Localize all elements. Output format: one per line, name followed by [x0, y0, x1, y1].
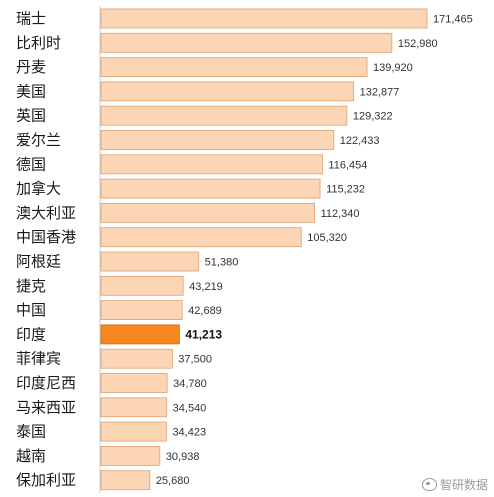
- bar: [100, 154, 323, 175]
- category-label: 丹麦: [16, 58, 46, 76]
- value-label: 42,689: [188, 305, 222, 317]
- category-label: 澳大利亚: [16, 204, 76, 222]
- category-label: 菲律宾: [16, 350, 61, 368]
- value-label: 25,680: [156, 475, 190, 487]
- bar: [100, 130, 335, 150]
- category-label: 中国: [16, 301, 46, 319]
- watermark: 智研数据: [421, 476, 488, 493]
- value-label: 129,322: [353, 111, 393, 123]
- value-label: 112,340: [321, 208, 360, 220]
- bar: [100, 8, 428, 29]
- value-label: 41,213: [185, 327, 222, 341]
- value-label: 34,423: [172, 427, 206, 439]
- value-label: 132,877: [360, 86, 400, 98]
- category-label: 美国: [16, 82, 46, 100]
- bar: [100, 178, 321, 199]
- value-label: 30,938: [166, 451, 200, 463]
- bar: [100, 348, 173, 369]
- category-label: 印度: [16, 325, 46, 343]
- value-label: 115,232: [326, 184, 365, 196]
- category-label: 中国香港: [16, 228, 76, 246]
- bar: [100, 57, 368, 77]
- bar: [100, 445, 161, 466]
- bar: [100, 202, 315, 223]
- value-label: 152,980: [398, 38, 438, 50]
- bar: [100, 105, 348, 126]
- value-label: 34,780: [173, 378, 207, 390]
- bar: [100, 227, 302, 248]
- value-label: 171,465: [433, 14, 473, 26]
- value-label: 116,454: [328, 159, 367, 171]
- value-label: 51,380: [205, 257, 239, 269]
- category-label: 阿根廷: [16, 253, 61, 271]
- bar: [100, 275, 184, 296]
- value-label: 43,219: [189, 281, 223, 293]
- category-label: 越南: [16, 447, 46, 465]
- category-label: 加拿大: [16, 180, 61, 198]
- watermark-text: 智研数据: [439, 478, 488, 492]
- bar: [100, 470, 151, 491]
- bar-highlight: [100, 324, 180, 345]
- bar: [100, 397, 168, 418]
- category-label: 爱尔兰: [16, 131, 61, 149]
- bar: [100, 32, 393, 53]
- category-label: 印度尼西: [16, 374, 76, 392]
- bar: [100, 421, 167, 442]
- value-label: 139,920: [373, 62, 413, 74]
- category-label: 德国: [16, 155, 46, 173]
- category-label: 泰国: [16, 423, 46, 441]
- value-label: 105,320: [307, 232, 347, 244]
- bar: [100, 81, 355, 102]
- value-label: 37,500: [178, 354, 212, 366]
- weibo-icon: [421, 478, 437, 491]
- value-label: 122,433: [340, 135, 380, 147]
- value-label: 34,540: [173, 402, 207, 414]
- category-label: 捷克: [16, 277, 46, 295]
- category-label: 保加利亚: [16, 471, 76, 489]
- category-label: 英国: [16, 107, 46, 125]
- bar: [100, 373, 168, 393]
- category-label: 马来西亚: [16, 398, 76, 416]
- bar: [100, 251, 200, 272]
- category-label: 比利时: [16, 34, 61, 52]
- category-label: 瑞士: [16, 10, 46, 28]
- bar: [100, 300, 183, 321]
